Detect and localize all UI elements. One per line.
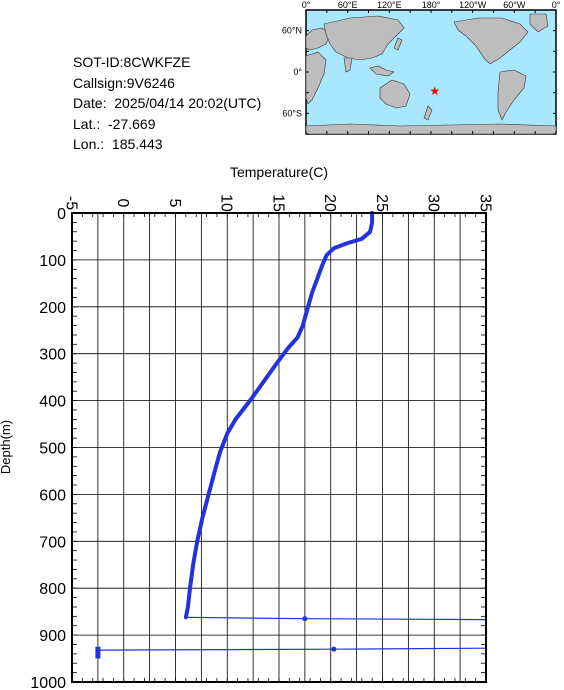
seasia-islands — [369, 65, 395, 77]
y-tick-label: 700 — [39, 534, 66, 551]
latitude-text: Lat.: -27.669 — [73, 115, 156, 132]
profile-spike-line — [97, 647, 487, 651]
africa-landmass — [305, 51, 327, 105]
map-longitude-label: 180° — [422, 0, 441, 10]
x-axis-title: Temperature(C) — [230, 164, 328, 180]
y-tick-label: 200 — [39, 300, 66, 317]
australia-landmass — [379, 79, 411, 109]
y-tick-label: 900 — [39, 628, 66, 645]
x-tick-label: 25 — [373, 194, 390, 212]
date-text: Date: 2025/04/14 20:02(UTC) — [73, 95, 262, 111]
y-tick-label: 500 — [39, 441, 66, 458]
chart-grid — [71, 212, 487, 683]
profile-spike-point — [331, 646, 337, 652]
map-longitude-labels: 0° 60°E 120°E 180° 120°W 60°W 0° — [302, 0, 561, 10]
newzealand-landmass — [423, 105, 433, 121]
y-tick-label: 0 — [57, 206, 66, 223]
temperature-profile-line — [183, 211, 375, 620]
map-longitude-label: 120°E — [377, 0, 402, 10]
sot-id-text: SOT-ID:8CWKFZE — [73, 54, 191, 70]
y-tick-label: 400 — [39, 394, 66, 411]
y-tick-label: 600 — [39, 487, 66, 504]
japan-landmass — [393, 37, 403, 51]
map-latitude-label: 0° — [293, 67, 302, 77]
y-tick-label: 100 — [39, 253, 66, 270]
profile-spike-line — [185, 616, 487, 621]
asia-landmass — [323, 15, 405, 61]
map-longitude-label: 60°E — [338, 0, 358, 10]
x-tick-label: 30 — [425, 194, 442, 212]
x-tick-label: 15 — [269, 194, 286, 212]
y-tick-label: 300 — [39, 347, 66, 364]
x-tick-label: 5 — [166, 199, 183, 208]
map-longitude-label: 60°W — [503, 0, 526, 10]
x-tick-label: 0 — [114, 199, 131, 208]
y-tick-label: 800 — [39, 581, 66, 598]
map-longitude-label: 120°W — [459, 0, 487, 10]
callsign-text: Callsign:9V6246 — [73, 74, 175, 91]
x-tick-label: 10 — [218, 194, 235, 212]
map-longitude-label: 0° — [552, 0, 561, 10]
x-tick-label: 35 — [476, 194, 493, 212]
india-landmass — [343, 57, 353, 73]
x-tick-labels: -5 0 5 10 15 20 25 30 35 — [62, 194, 493, 212]
y-tick-labels: 0 100 200 300 400 500 600 700 800 900 1000 — [30, 206, 66, 690]
map-latitude-labels: 60°N 0° 60°S — [282, 26, 303, 119]
map-latitude-label: 60°S — [282, 108, 302, 118]
plot-frame — [71, 212, 487, 683]
y-axis-title: Depth(m) — [0, 420, 13, 474]
x-tick-label: 20 — [321, 194, 338, 212]
longitude-text: Lon.: 185.443 — [73, 136, 163, 152]
profile-spike-point — [302, 616, 308, 622]
temperature-profile — [95, 211, 487, 659]
location-marker-star: ★ — [429, 84, 440, 98]
north-america-landmass — [453, 17, 529, 65]
south-america-landmass — [497, 69, 527, 121]
metadata-panel: SOT-ID:8CWKFZE Callsign:9V6246 Date: 202… — [73, 52, 261, 155]
greenland-landmass — [529, 13, 549, 33]
x-tick-label: -5 — [62, 196, 79, 210]
europe-landmass — [305, 27, 331, 51]
map-latitude-label: 60°N — [282, 26, 302, 36]
map-tick-marks — [305, 9, 557, 135]
world-map: 0° 60°E 120°E 180° 120°W 60°W 0° 60°N 0° 60°S ★ — [282, 0, 561, 135]
map-longitude-label: 0° — [302, 0, 311, 10]
y-tick-label: 1000 — [30, 675, 66, 690]
